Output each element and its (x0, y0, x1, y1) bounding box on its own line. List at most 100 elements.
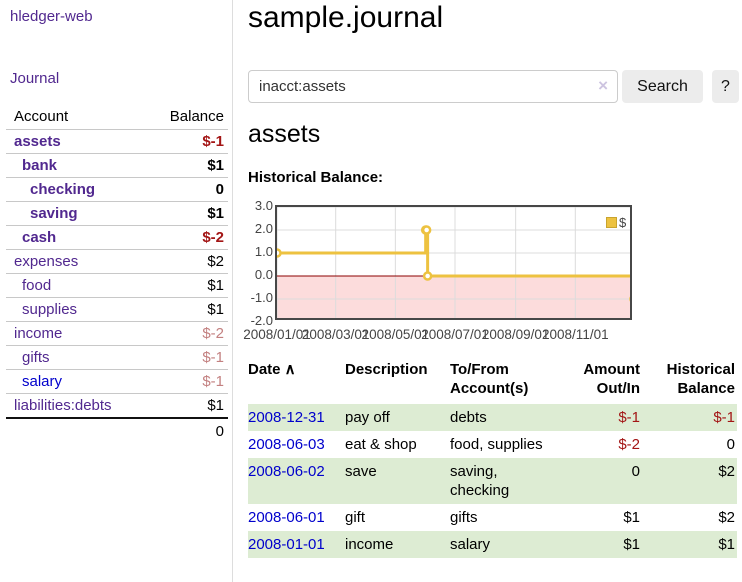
account-link[interactable]: expenses (14, 253, 79, 270)
sidebar: hledger-web Journal Account Balance asse… (0, 0, 233, 582)
account-cell: income (6, 322, 149, 346)
register-description: pay off (345, 409, 390, 426)
legend-label: $ (619, 215, 627, 230)
register-amount: $1 (623, 536, 640, 553)
account-balance: $-2 (202, 229, 224, 246)
clear-search-icon[interactable]: × (598, 76, 608, 95)
search-button[interactable]: Search (622, 70, 703, 103)
x-axis-tick-label: 2008/09/01 (481, 327, 550, 342)
register-column-header: Description (345, 361, 428, 378)
x-axis-tick-label: 2008/01/01 (243, 327, 311, 342)
register-date-link[interactable]: 2008-12-31 (248, 409, 325, 426)
register-amount: $1 (623, 509, 640, 526)
sidebar-item-journal[interactable]: Journal (10, 70, 60, 87)
account-link[interactable]: food (22, 277, 52, 294)
brand-link[interactable]: hledger-web (10, 8, 93, 25)
account-balance: $1 (207, 397, 224, 414)
x-axis-tick-label: 2008/07/01 (421, 327, 489, 342)
register-date-link[interactable]: 2008-06-02 (248, 463, 325, 480)
legend-swatch-icon (606, 217, 617, 228)
accounts-header-row: Account Balance (6, 104, 228, 130)
main-content: sample.journal × Search ? assets Histori… (243, 0, 739, 582)
account-row: checking 0 (6, 177, 228, 202)
accounts-header-account: Account (14, 108, 69, 125)
register-description: income (345, 536, 394, 553)
register-row: 2008-12-31 pay off debts $-1 $-1 (248, 404, 737, 431)
register-date-link[interactable]: 2008-06-03 (248, 436, 325, 453)
accounts-total-value: 0 (215, 423, 224, 440)
account-cell: liabilities:debts (6, 394, 149, 419)
account-link[interactable]: liabilities:debts (14, 397, 112, 414)
y-axis-tick-label: -1.0 (250, 290, 273, 305)
register-amount: 0 (631, 463, 640, 480)
register-accounts: saving, checking (450, 463, 510, 499)
register-date-cell: 2008-06-01 (248, 504, 345, 531)
account-row: liabilities:debts $1 (6, 393, 228, 419)
register-description: eat & shop (345, 436, 417, 453)
account-balance: $-1 (202, 349, 224, 366)
account-balance: $1 (207, 277, 224, 294)
account-row: supplies $1 (6, 297, 228, 322)
register-description: gift (345, 509, 366, 526)
account-link[interactable]: saving (30, 205, 78, 222)
account-balance: $2 (207, 253, 224, 270)
account-cell: salary (6, 370, 149, 394)
account-heading: assets (248, 120, 321, 148)
account-link[interactable]: assets (14, 133, 61, 150)
account-cell: assets (6, 130, 149, 154)
account-row: food $1 (6, 273, 228, 298)
account-row: bank $1 (6, 153, 228, 178)
register-description: save (345, 463, 377, 480)
account-cell: gifts (6, 346, 149, 370)
register-accounts: gifts (450, 509, 478, 526)
account-row: income $-2 (6, 321, 228, 346)
y-axis-tick-label: -2.0 (250, 313, 273, 328)
x-axis-tick-label: 2008/03/01 (301, 327, 370, 342)
help-button[interactable]: ? (712, 70, 739, 103)
balance-chart: $ 3.0 2.0 1.0 0.0 -1.0 -2.0 2008/01/01 2008/03/… (243, 198, 739, 346)
register-column-header: Historical Balance (666, 361, 735, 397)
account-link[interactable]: gifts (22, 349, 50, 366)
account-balance: $1 (207, 205, 224, 222)
account-balance: $1 (207, 157, 224, 174)
register-column-header[interactable]: Date ∧ (248, 361, 296, 378)
account-balance: $-1 (202, 133, 224, 150)
account-balance: $1 (207, 301, 224, 318)
register-date-cell: 2008-12-31 (248, 404, 345, 431)
accounts-table: Account Balance assets $-1 bank $1 checking 0… (6, 104, 228, 444)
account-row: cash $-2 (6, 225, 228, 250)
account-balance: $-2 (202, 325, 224, 342)
register-header-row: Date ∧ Description To/From Account(s) Amoun… (248, 358, 737, 404)
accounts-header-balance: Balance (169, 108, 224, 125)
register-accounts: salary (450, 536, 491, 553)
account-link[interactable]: checking (30, 181, 96, 198)
accounts-total-row: 0 (6, 418, 228, 444)
account-link[interactable]: salary (22, 373, 63, 390)
x-axis-tick-label: 2008/05/01 (361, 327, 430, 342)
account-link[interactable]: income (14, 325, 63, 342)
account-link[interactable]: supplies (22, 301, 78, 318)
register-table: Date ∧ Description To/From Account(s) Amoun… (248, 358, 737, 558)
x-axis-tick-label: 2008/11/01 (542, 327, 609, 342)
y-axis-tick-label: 3.0 (254, 198, 273, 213)
register-date-link[interactable]: 2008-01-01 (248, 536, 325, 553)
register-column-header: To/From Account(s) (450, 361, 529, 397)
register-date-cell: 2008-01-01 (248, 531, 345, 558)
y-axis-tick-label: 1.0 (254, 244, 273, 259)
register-date-cell: 2008-06-03 (248, 431, 345, 458)
account-balance: 0 (215, 181, 224, 198)
register-date-link[interactable]: 2008-06-01 (248, 509, 325, 526)
chart-legend: $ (606, 215, 626, 230)
register-amount: $-1 (618, 409, 640, 426)
account-cell: cash (6, 226, 149, 250)
page-title: sample.journal (248, 1, 444, 34)
search-row: × Search ? (248, 70, 739, 103)
register-accounts: food, supplies (450, 436, 543, 453)
accounts-total-spacer (6, 418, 149, 444)
account-link[interactable]: cash (22, 229, 57, 246)
search-input[interactable] (248, 70, 618, 103)
register-row: 2008-01-01 income salary $1 $1 (248, 531, 737, 558)
register-column-header: Amount Out/In (583, 361, 640, 397)
account-row: assets $-1 (6, 129, 228, 154)
account-link[interactable]: bank (22, 157, 58, 174)
